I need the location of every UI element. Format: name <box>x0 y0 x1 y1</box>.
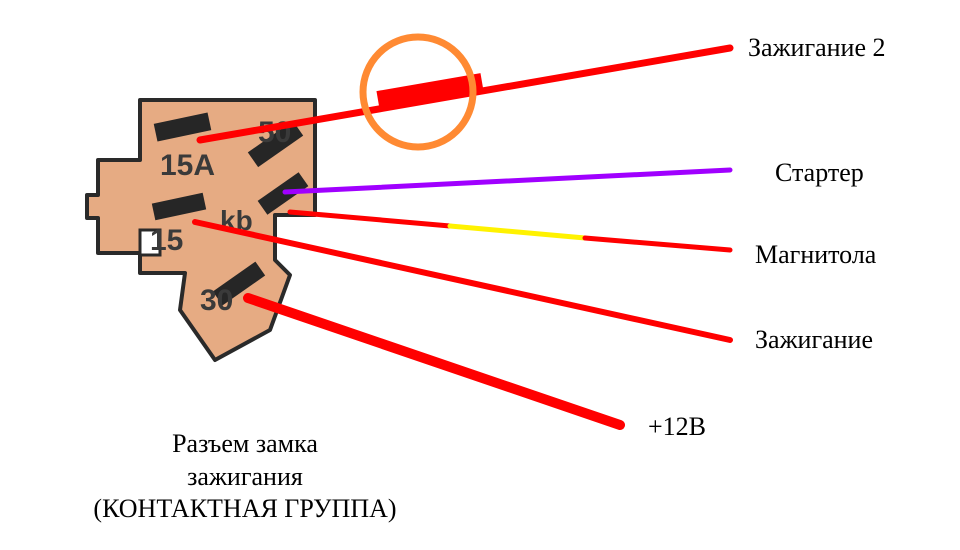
wire-12v <box>248 298 620 425</box>
pin-15a-label: 15A <box>160 149 215 182</box>
wire-starter <box>285 170 730 192</box>
wire-ignition2-label: Зажигание 2 <box>748 33 886 63</box>
wire-12v-label: +12В <box>648 412 706 442</box>
wire-radio-seg0 <box>290 212 450 226</box>
wire-radio-seg1 <box>450 226 585 238</box>
wire-ignition-label: Зажигание <box>755 325 873 355</box>
caption: Разъем замка зажигания (КОНТАКТНАЯ ГРУПП… <box>60 428 430 526</box>
pin-30-label: 30 <box>200 284 233 317</box>
wire-radio-seg2 <box>585 238 730 250</box>
wire-starter-label: Стартер <box>775 158 864 188</box>
pin-15-label: 15 <box>150 224 183 257</box>
diagram-stage: 15A50kb1530 Зажигание 2СтартерМагнитолаЗ… <box>0 0 960 550</box>
wire-radio-label: Магнитола <box>755 240 876 270</box>
